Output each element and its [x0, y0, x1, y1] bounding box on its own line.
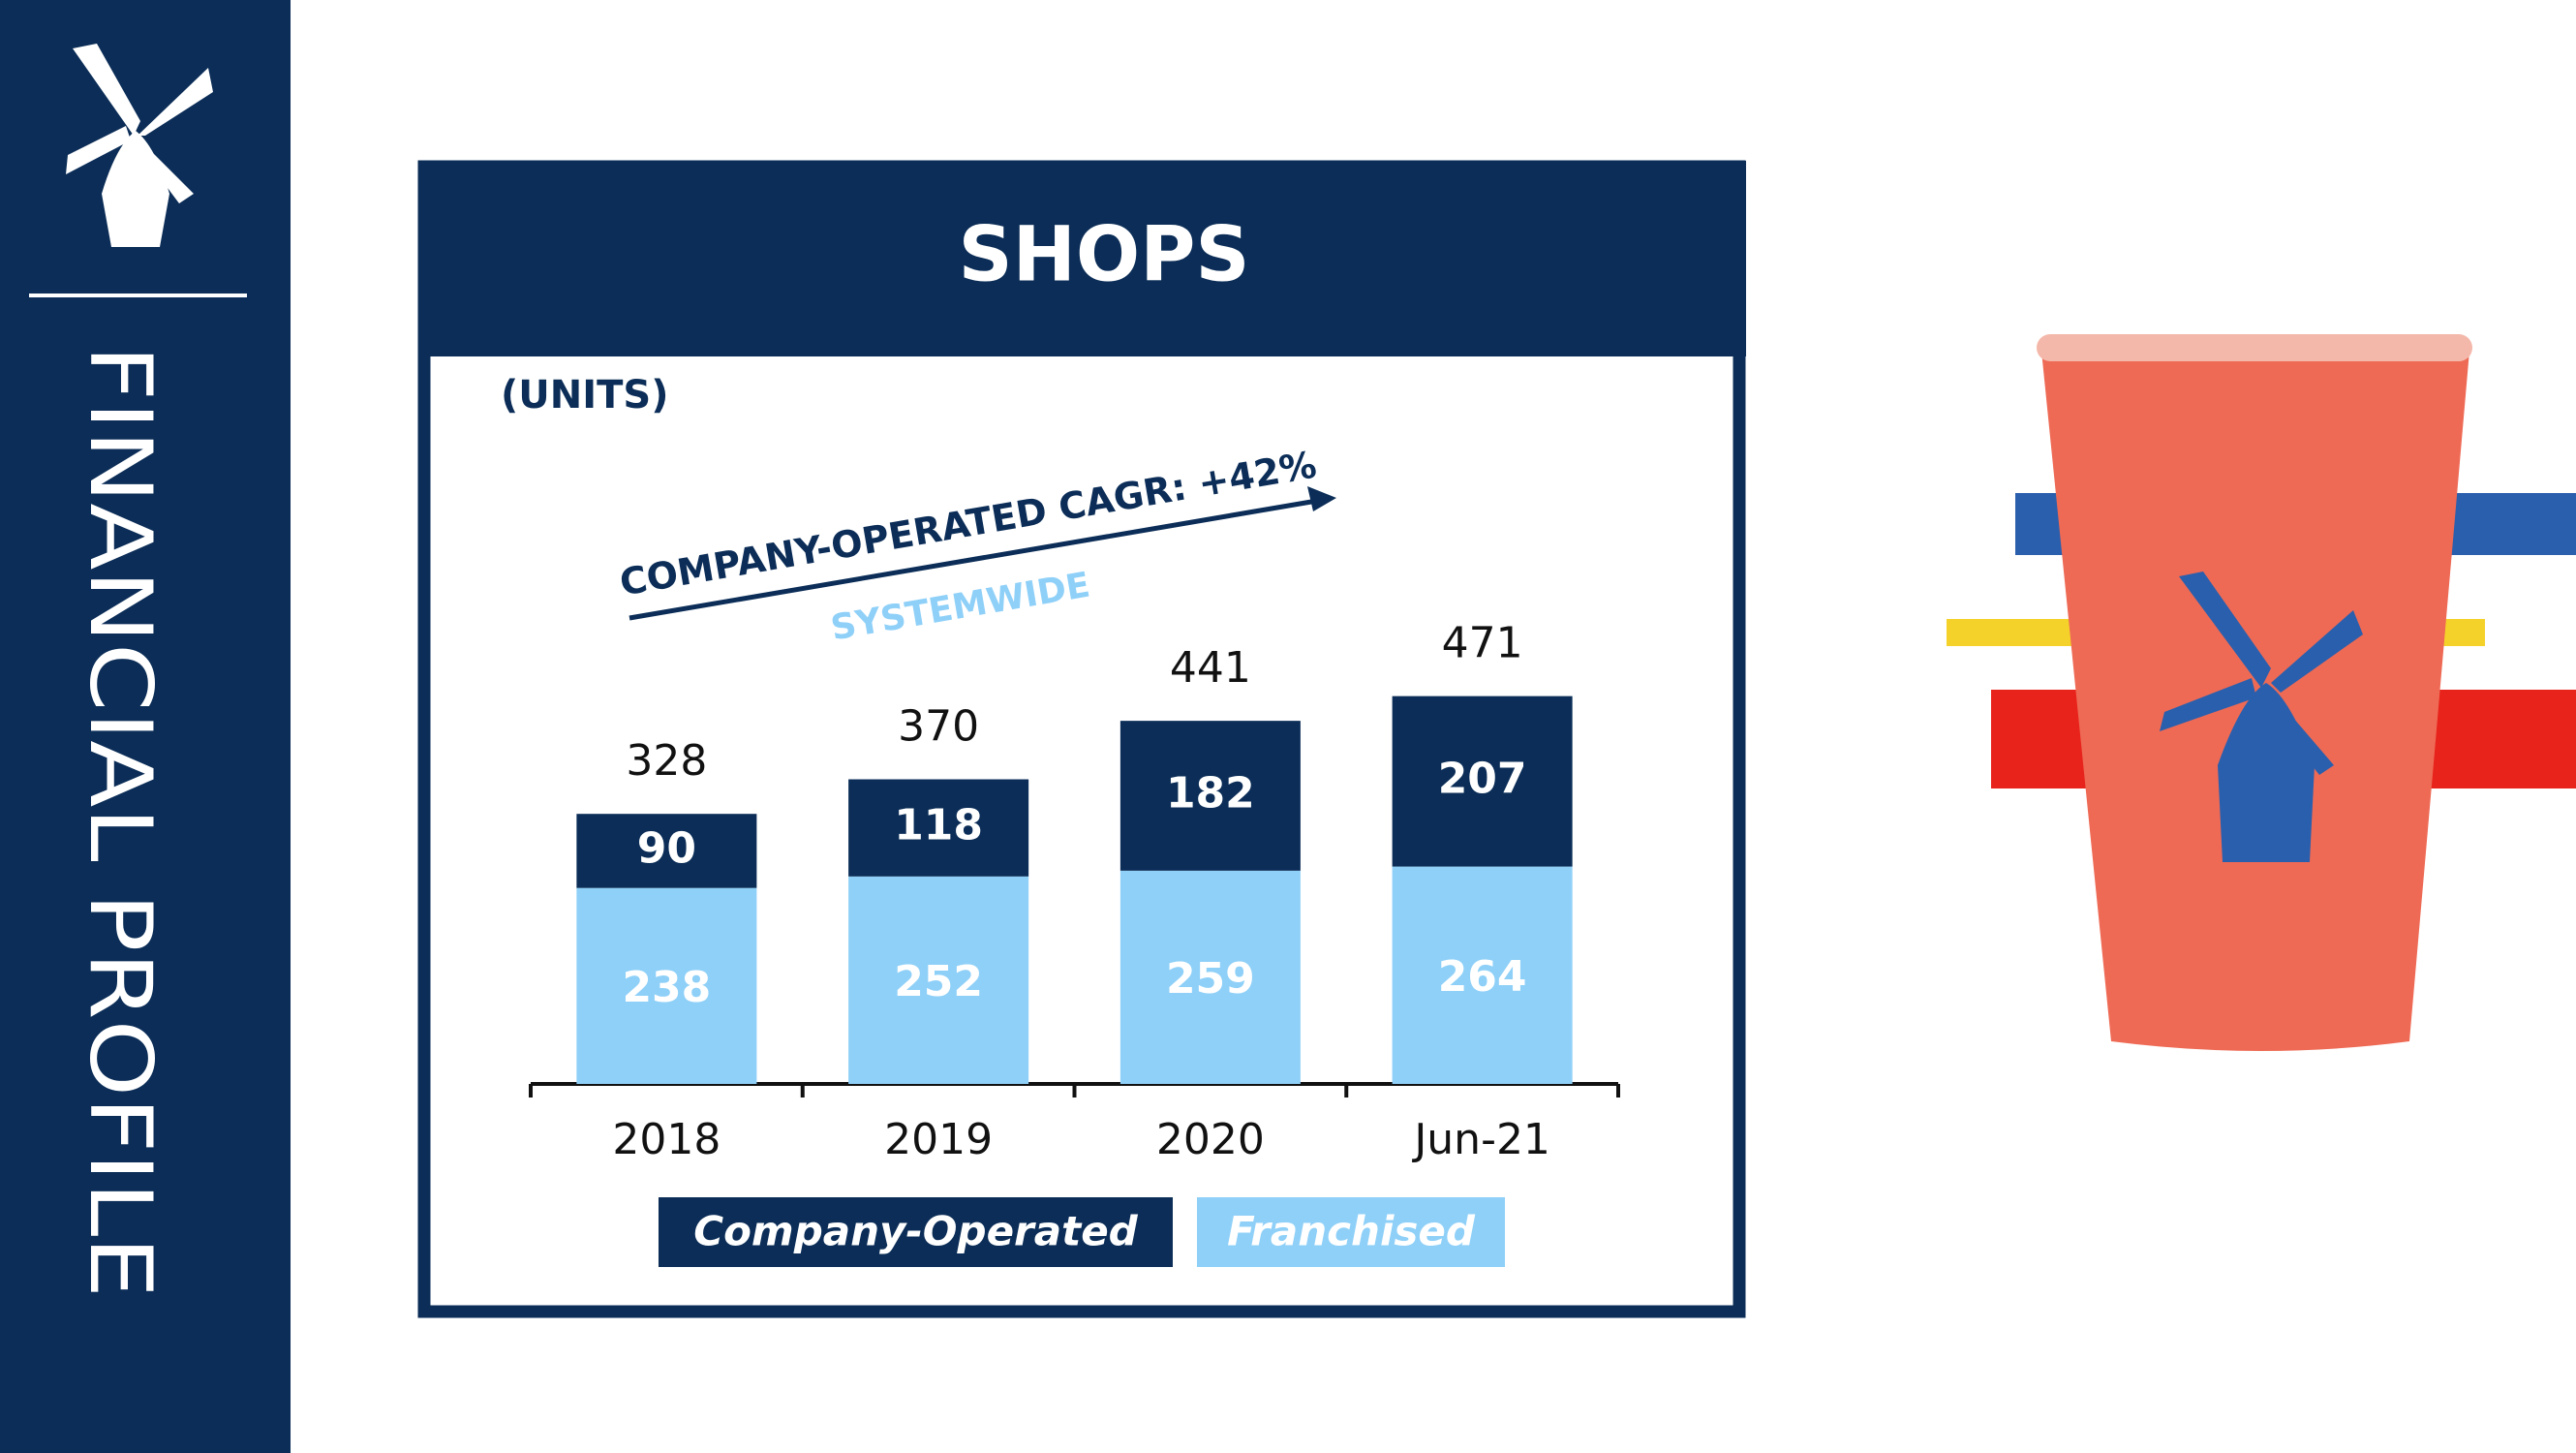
segment-label: 90: [637, 823, 696, 873]
cagr-arrow: [629, 498, 1318, 621]
bar-segment: [848, 876, 1029, 1084]
total-label: 328: [626, 736, 707, 786]
segment-label: 252: [894, 957, 983, 1006]
bar-segment: [848, 779, 1029, 877]
legend-label: Franchised: [1227, 1208, 1476, 1255]
bar-segment: [1392, 866, 1573, 1084]
x-tick-label: 2018: [612, 1115, 721, 1164]
chart-header: [418, 161, 1746, 356]
arrow-head: [1307, 486, 1336, 511]
sidebar-title: FINANCIAL PROFILE: [71, 345, 170, 1298]
chart-subtitle: (UNITS): [501, 373, 669, 417]
bar-segment: [1392, 696, 1573, 867]
bar-segment: [576, 814, 757, 888]
total-label: 441: [1170, 643, 1251, 693]
bar-segment: [1119, 721, 1301, 871]
segment-label: 182: [1166, 769, 1255, 819]
legend-label: Company-Operated: [693, 1208, 1138, 1255]
drink-image: [1947, 334, 2576, 1051]
segment-label: 259: [1166, 954, 1255, 1004]
x-tick-label: 2020: [1156, 1115, 1265, 1164]
x-tick-label: 2019: [884, 1115, 993, 1164]
windmill-logo: [66, 44, 213, 247]
bar-segment: [1119, 870, 1301, 1084]
x-tick-label: Jun-21: [1411, 1115, 1550, 1164]
chart-title: SHOPS: [958, 211, 1249, 298]
segment-label: 238: [622, 963, 711, 1012]
bar-segment: [576, 887, 757, 1084]
legend-swatch: [659, 1197, 1173, 1267]
segment-label: 118: [894, 801, 983, 850]
segment-label: 207: [1438, 755, 1527, 804]
total-label: 370: [898, 702, 979, 752]
segment-label: 264: [1438, 952, 1527, 1002]
total-label: 471: [1442, 619, 1523, 668]
legend-swatch: [1197, 1197, 1505, 1267]
